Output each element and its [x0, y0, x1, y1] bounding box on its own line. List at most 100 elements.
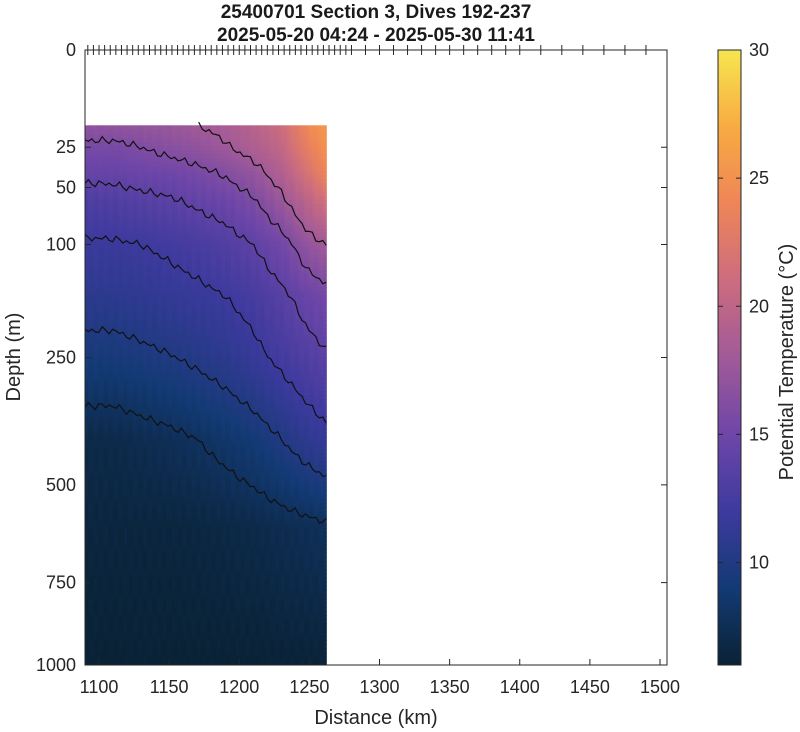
field-cell [157, 440, 162, 446]
field-cell [185, 507, 190, 512]
field-cell [124, 623, 128, 629]
field-cell [135, 644, 139, 649]
field-cell [99, 245, 103, 251]
field-cell [110, 241, 114, 247]
field-cell [135, 233, 139, 239]
field-cell [113, 370, 117, 375]
field-cell [138, 179, 142, 185]
field-cell [129, 415, 134, 421]
field-cell [127, 146, 131, 151]
field-cell [90, 262, 95, 268]
field-cell [87, 307, 92, 313]
field-cell [174, 249, 179, 255]
field-cell [96, 299, 100, 305]
field-cell [104, 274, 109, 280]
field-cell [96, 540, 100, 546]
field-cell [96, 453, 100, 459]
field-cell [90, 291, 95, 297]
field-cell [177, 532, 181, 537]
field-cell [87, 237, 92, 243]
field-cell [104, 378, 109, 384]
field-cell [174, 461, 179, 467]
field-cell [129, 154, 134, 160]
field-cell [138, 353, 142, 359]
field-cell [115, 229, 120, 234]
field-cell [177, 577, 181, 583]
field-cell [188, 478, 193, 483]
field-cell [129, 532, 134, 537]
field-cell [118, 249, 123, 255]
field-cell [93, 366, 97, 371]
field-cell [85, 170, 89, 176]
field-cell [157, 395, 162, 400]
field-cell [163, 644, 167, 649]
field-cell [121, 494, 125, 500]
field-cell [127, 640, 131, 645]
field-cell [124, 154, 128, 160]
field-cell [191, 324, 195, 330]
field-cell [163, 287, 167, 292]
field-cell [185, 166, 190, 172]
field-cell [115, 125, 120, 131]
field-cell [132, 482, 137, 488]
field-cell [124, 482, 128, 488]
field-cell [152, 170, 156, 176]
field-cell [127, 158, 131, 164]
field-cell [96, 233, 100, 239]
field-cell [132, 615, 137, 620]
field-cell [113, 494, 117, 500]
field-cell [127, 274, 131, 280]
field-cell [85, 220, 89, 226]
field-cell [99, 594, 103, 600]
field-cell [177, 436, 181, 442]
field-cell [127, 370, 131, 375]
field-cell [129, 635, 134, 641]
field-cell [135, 627, 139, 633]
field-cell [157, 569, 162, 575]
field-cell [138, 469, 142, 475]
field-cell [138, 166, 142, 172]
field-cell [107, 337, 111, 342]
field-cell [138, 503, 142, 508]
field-cell [141, 648, 145, 654]
field-cell [115, 370, 120, 375]
field-cell [104, 216, 109, 222]
field-cell [149, 465, 153, 471]
field-cell [85, 158, 89, 164]
field-cell [160, 378, 165, 384]
field-cell [171, 498, 176, 504]
field-cell [104, 220, 109, 226]
field-cell [155, 353, 159, 359]
field-cell [121, 249, 125, 255]
field-cell [113, 503, 117, 508]
field-cell [104, 258, 109, 263]
field-cell [171, 316, 176, 322]
field-cell [129, 278, 134, 284]
field-cell [132, 577, 137, 583]
field-cell [96, 648, 100, 654]
field-cell [149, 652, 153, 658]
field-cell [155, 548, 159, 554]
field-cell [90, 166, 95, 172]
field-cell [152, 312, 156, 317]
field-cell [174, 407, 179, 413]
field-cell [135, 303, 139, 309]
field-cell [163, 274, 167, 280]
field-cell [185, 220, 190, 226]
field-cell [146, 469, 151, 475]
field-cell [118, 606, 123, 612]
field-cell [107, 627, 111, 633]
field-cell [185, 411, 190, 417]
field-cell [149, 179, 153, 185]
field-cell [135, 150, 139, 155]
field-cell [185, 150, 190, 155]
field-cell [141, 519, 145, 525]
field-cell [188, 287, 193, 292]
field-cell [163, 648, 167, 654]
field-cell [185, 200, 190, 205]
field-cell [169, 241, 173, 247]
field-cell [93, 490, 97, 496]
field-cell [149, 254, 153, 259]
field-cell [183, 361, 187, 367]
field-cell [149, 208, 153, 214]
